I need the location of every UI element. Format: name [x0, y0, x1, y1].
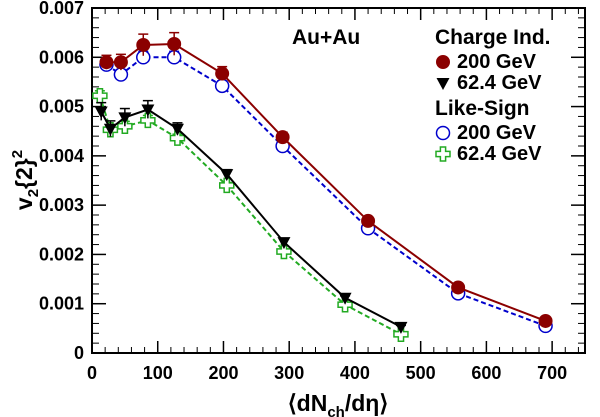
series-line — [100, 108, 402, 328]
legend-label-ls-62: 62.4 GeV — [457, 143, 542, 165]
axis-ticks — [91, 7, 585, 354]
series-1 — [94, 99, 408, 334]
x-tick-label: 300 — [274, 363, 304, 383]
y-tick-label: 0.001 — [39, 294, 84, 314]
data-point — [451, 280, 466, 295]
y-tick-label: 0.003 — [39, 195, 84, 215]
y-tick-label: 0.004 — [39, 146, 84, 166]
legend-label-ci-200: 200 GeV — [457, 51, 537, 73]
x-tick-label: 100 — [143, 363, 173, 383]
legend-title-like-sign: Like-Sign — [435, 97, 530, 120]
legend-marker — [435, 125, 451, 141]
data-point — [393, 326, 409, 343]
data-point — [170, 123, 184, 136]
x-tick-label: 700 — [537, 363, 567, 383]
legend-markers — [435, 55, 451, 162]
data-point — [220, 169, 234, 182]
legend-title-charge-ind: Charge Ind. — [435, 26, 551, 49]
x-tick-label: 200 — [208, 363, 238, 383]
data-point — [136, 37, 151, 52]
x-tick-labels: 0 100 200 300 400 500 600 700 — [87, 363, 567, 383]
legend-label-ls-200: 200 GeV — [457, 122, 537, 144]
legend-label-ci-62: 62.4 GeV — [457, 72, 542, 94]
y-tick-label: 0.007 — [39, 0, 84, 18]
data-point — [275, 130, 290, 145]
data-point — [141, 104, 155, 117]
data-point — [118, 112, 132, 125]
x-tick-label: 500 — [406, 363, 436, 383]
series-0 — [99, 31, 553, 328]
y-axis-title: v2{2}2 — [9, 150, 42, 210]
data-point — [140, 112, 156, 129]
legend-marker — [436, 78, 450, 90]
plot-frame — [91, 7, 586, 354]
data-point — [538, 313, 553, 328]
y-tick-label: 0.006 — [39, 47, 84, 67]
data-point — [277, 237, 291, 250]
data-point — [94, 106, 108, 119]
legend-marker — [435, 146, 451, 162]
y-tick-labels: 0 0.001 0.002 0.003 0.004 0.005 0.006 0.007 — [39, 0, 84, 363]
series-line — [98, 95, 402, 336]
data-point — [99, 55, 114, 70]
y-tick-label: 0 — [74, 343, 84, 363]
data-point — [276, 243, 292, 260]
y-tick-label: 0.002 — [39, 244, 84, 264]
data-point — [219, 177, 235, 194]
x-tick-label: 0 — [87, 363, 97, 383]
data-point — [113, 55, 128, 70]
y-tick-label: 0.005 — [39, 97, 84, 117]
annotation-au-au: Au+Au — [292, 26, 360, 49]
series-layer — [92, 31, 553, 343]
data-point — [361, 213, 376, 228]
x-axis-title: ⟨dNch/dη⟩ — [288, 390, 389, 417]
data-point — [215, 66, 230, 81]
data-point — [169, 130, 186, 146]
data-point — [167, 36, 182, 51]
data-point — [338, 292, 352, 305]
x-tick-label: 400 — [340, 363, 370, 383]
x-tick-label: 600 — [471, 363, 501, 383]
legend-marker — [436, 55, 450, 69]
data-point — [394, 321, 408, 334]
legend: Charge Ind. 200 GeV 62.4 GeV Like-Sign 2… — [435, 26, 551, 165]
data-point — [214, 78, 230, 94]
data-point — [103, 123, 117, 136]
